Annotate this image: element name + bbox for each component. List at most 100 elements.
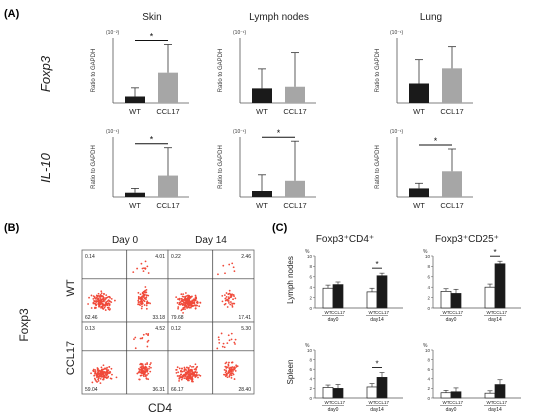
event-dot <box>188 371 190 373</box>
c-col-cd4: Foxp3⁺CD4⁺ <box>316 234 374 245</box>
y-tick-label: 6 <box>309 275 312 280</box>
quadrant-ul-percent: 0.12 <box>171 326 181 332</box>
event-dot <box>146 363 148 366</box>
event-dot <box>223 303 226 306</box>
event-dot <box>99 382 102 385</box>
y-tick-label: 2 <box>309 295 312 300</box>
plot-frame <box>167 249 255 323</box>
event-dot <box>189 295 192 298</box>
event-dot <box>139 374 142 377</box>
event-dot <box>110 298 113 300</box>
event-dot <box>232 370 234 372</box>
panel-a-label: (A) <box>4 8 20 20</box>
b-col-day0: Day 0 <box>112 235 139 246</box>
event-dot <box>103 372 105 375</box>
event-dot <box>221 294 224 297</box>
quadrant-ul-percent: 0.13 <box>85 326 95 332</box>
event-dot <box>234 367 236 369</box>
group-label: CCL17 <box>493 310 508 315</box>
event-dot <box>93 377 96 380</box>
x-tick-label: WT <box>129 107 141 116</box>
y-tick-label: 10 <box>307 348 313 353</box>
event-dot <box>192 298 195 301</box>
event-dot <box>189 365 192 367</box>
event-dot <box>185 369 188 371</box>
event-dot <box>105 377 108 380</box>
significance-star: * <box>493 248 496 257</box>
event-dot <box>189 306 192 309</box>
event-dot <box>94 300 97 303</box>
event-dot <box>102 374 105 377</box>
event-dot <box>224 373 226 376</box>
y-tick-label: 6 <box>309 367 312 372</box>
event-dot <box>231 361 234 364</box>
event-dot <box>223 294 226 297</box>
significance-star: * <box>375 360 378 369</box>
event-dot <box>95 298 98 300</box>
event-dot <box>94 303 97 306</box>
significance-star: * <box>434 136 438 146</box>
y-tick-label: 0 <box>309 306 312 311</box>
event-dot <box>228 361 230 364</box>
event-dot <box>178 303 181 306</box>
group-label: CCL17 <box>331 400 346 405</box>
event-dot <box>226 306 229 308</box>
event-dot <box>194 299 197 301</box>
qpcr-chart-5: (10⁻¹) Ratio to GAPDH WT CCL17 * <box>218 128 316 210</box>
event-dot <box>184 304 186 307</box>
bar-wt-day0 <box>322 287 334 309</box>
group-label: WT <box>443 310 450 315</box>
event-dot <box>144 286 147 288</box>
event-dot <box>100 370 103 373</box>
bar-wt <box>125 192 145 197</box>
event-dot <box>222 264 225 267</box>
event-dot <box>146 265 149 268</box>
event-dot <box>179 301 182 303</box>
event-dot <box>231 305 234 308</box>
bar-wt <box>252 88 272 103</box>
bar-wt-day14 <box>366 386 378 399</box>
event-dot <box>142 299 145 302</box>
event-dot <box>220 332 223 335</box>
event-dot <box>149 370 152 373</box>
event-dot <box>185 305 188 307</box>
event-dot <box>91 381 94 384</box>
event-dot <box>192 365 195 368</box>
event-dot <box>187 373 190 375</box>
y-axis-label: Ratio to GAPDH <box>375 145 381 189</box>
event-dot <box>105 294 108 297</box>
event-dot <box>106 370 109 373</box>
event-dot <box>230 338 233 341</box>
event-dot <box>134 347 137 350</box>
event-dot <box>144 297 147 299</box>
x-tick-label: CCL17 <box>283 201 306 210</box>
event-dot <box>235 365 238 368</box>
day-label: day0 <box>328 317 339 323</box>
event-dot <box>147 334 149 337</box>
event-dot <box>198 305 201 308</box>
event-dot <box>181 300 184 303</box>
event-dot <box>234 370 237 372</box>
event-dot <box>225 292 228 294</box>
event-dot <box>149 302 152 305</box>
event-dot <box>193 373 196 376</box>
event-dot <box>114 299 116 302</box>
event-dot <box>228 375 231 378</box>
c-row-spleen: Spleen <box>286 360 295 385</box>
event-dot <box>143 267 145 269</box>
unit-label: (10⁻¹) <box>390 129 404 135</box>
day-label: day14 <box>488 407 502 413</box>
event-dot <box>233 295 235 298</box>
event-dot <box>139 337 142 340</box>
event-dot <box>146 302 149 305</box>
event-dot <box>195 296 198 299</box>
event-dot <box>100 366 103 369</box>
event-dot <box>178 375 180 377</box>
event-dot <box>93 374 96 377</box>
event-dot <box>104 303 107 306</box>
event-dot <box>99 297 102 300</box>
event-dot <box>144 365 147 368</box>
group-label: CCL17 <box>375 400 390 405</box>
bar-wt <box>409 188 429 197</box>
quadrant-ul-percent: 0.22 <box>171 254 181 260</box>
